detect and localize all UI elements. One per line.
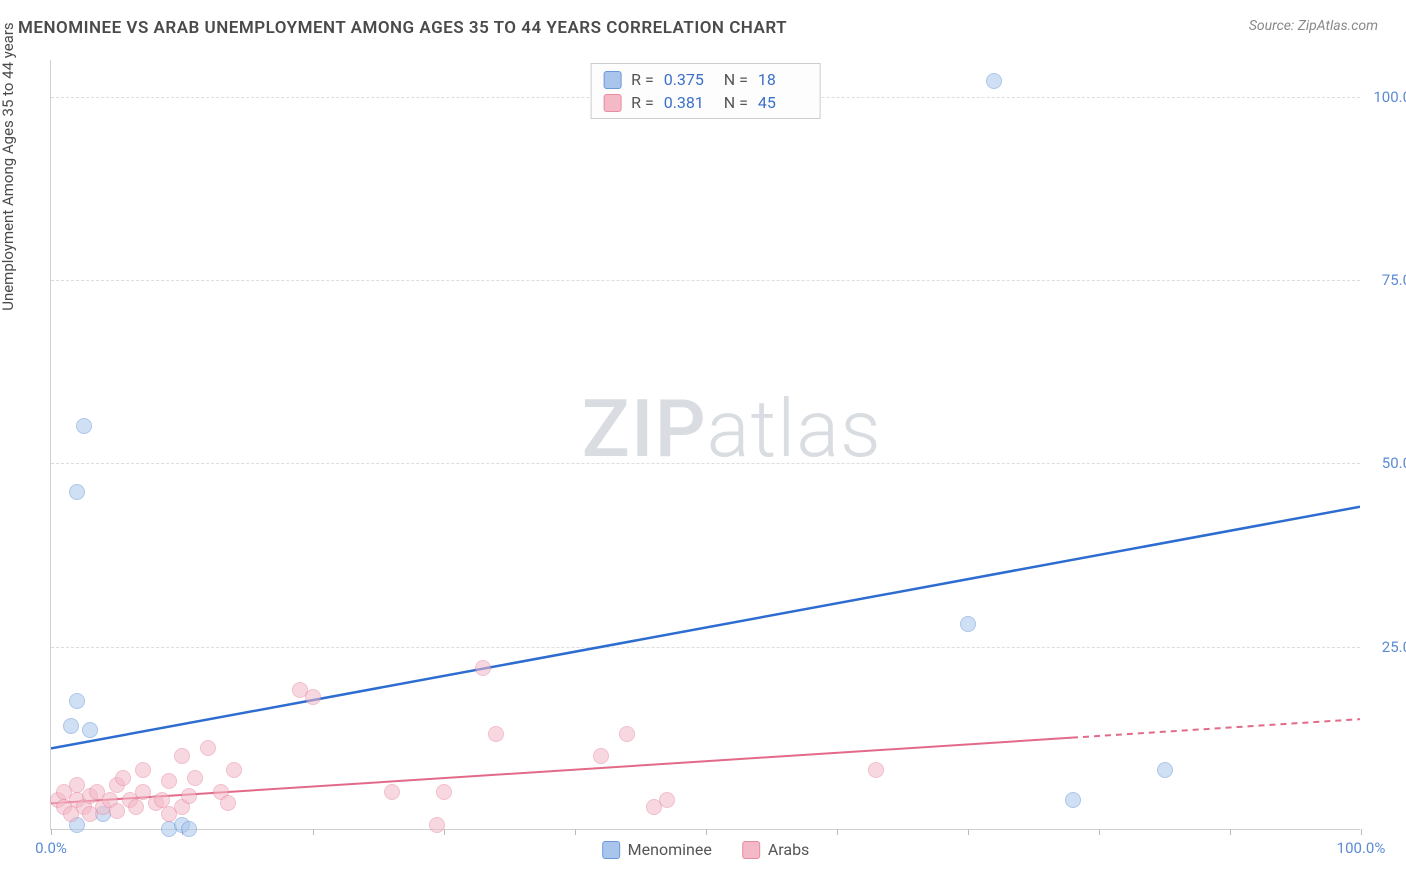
- data-point: [161, 773, 177, 789]
- data-point: [154, 792, 170, 808]
- x-tick: [575, 829, 576, 835]
- data-point: [488, 726, 504, 742]
- swatch-arabs: [603, 94, 621, 112]
- data-point: [63, 718, 79, 734]
- gridline: [51, 647, 1360, 648]
- source-attribution: Source: ZipAtlas.com: [1249, 18, 1378, 34]
- data-point: [384, 784, 400, 800]
- y-tick-label: 75.0%: [1382, 271, 1406, 289]
- x-tick: [1099, 829, 1100, 835]
- x-tick: [837, 829, 838, 835]
- data-point: [1065, 792, 1081, 808]
- data-point: [429, 817, 445, 833]
- data-point: [200, 740, 216, 756]
- x-tick: [51, 829, 52, 835]
- x-tick: [444, 829, 445, 835]
- y-tick-label: 50.0%: [1382, 454, 1406, 472]
- y-tick-label: 100.0%: [1373, 88, 1406, 106]
- legend-item-arabs: Arabs: [742, 840, 810, 859]
- x-tick: [313, 829, 314, 835]
- data-point: [128, 799, 144, 815]
- data-point: [135, 762, 151, 778]
- data-point: [69, 484, 85, 500]
- data-point: [69, 693, 85, 709]
- data-point: [187, 770, 203, 786]
- stats-row-menominee: R = 0.375 N = 18: [603, 68, 808, 91]
- data-point: [659, 792, 675, 808]
- data-point: [76, 418, 92, 434]
- x-tick: [706, 829, 707, 835]
- watermark: ZIPatlas: [582, 382, 882, 476]
- correlation-stats-box: R = 0.375 N = 18 R = 0.381 N = 45: [590, 63, 821, 119]
- data-point: [868, 762, 884, 778]
- gridline: [51, 280, 1360, 281]
- data-point: [436, 784, 452, 800]
- legend-item-menominee: Menominee: [602, 840, 712, 859]
- data-point: [82, 722, 98, 738]
- x-tick: [1361, 829, 1362, 835]
- data-point: [305, 689, 321, 705]
- x-tick-label: 0.0%: [35, 839, 67, 857]
- data-point: [986, 73, 1002, 89]
- trend-lines: [51, 60, 1360, 829]
- data-point: [181, 788, 197, 804]
- legend-swatch-menominee: [602, 841, 620, 859]
- data-point: [475, 660, 491, 676]
- data-point: [174, 748, 190, 764]
- data-point: [1157, 762, 1173, 778]
- data-point: [109, 803, 125, 819]
- data-point: [226, 762, 242, 778]
- stats-row-arabs: R = 0.381 N = 45: [603, 91, 808, 114]
- x-tick: [1230, 829, 1231, 835]
- gridline: [51, 463, 1360, 464]
- y-axis-label: Unemployment Among Ages 35 to 44 years: [0, 22, 17, 310]
- data-point: [115, 770, 131, 786]
- x-tick: [968, 829, 969, 835]
- bottom-legend: Menominee Arabs: [602, 840, 810, 859]
- chart-title: MENOMINEE VS ARAB UNEMPLOYMENT AMONG AGE…: [18, 18, 787, 38]
- data-point: [181, 821, 197, 837]
- data-point: [593, 748, 609, 764]
- data-point: [960, 616, 976, 632]
- plot-area: ZIPatlas 25.0%50.0%75.0%100.0% 0.0%100.0…: [50, 60, 1360, 830]
- data-point: [619, 726, 635, 742]
- data-point: [220, 795, 236, 811]
- swatch-menominee: [603, 71, 621, 89]
- y-tick-label: 25.0%: [1382, 638, 1406, 656]
- legend-swatch-arabs: [742, 841, 760, 859]
- x-tick-label: 100.0%: [1337, 839, 1386, 857]
